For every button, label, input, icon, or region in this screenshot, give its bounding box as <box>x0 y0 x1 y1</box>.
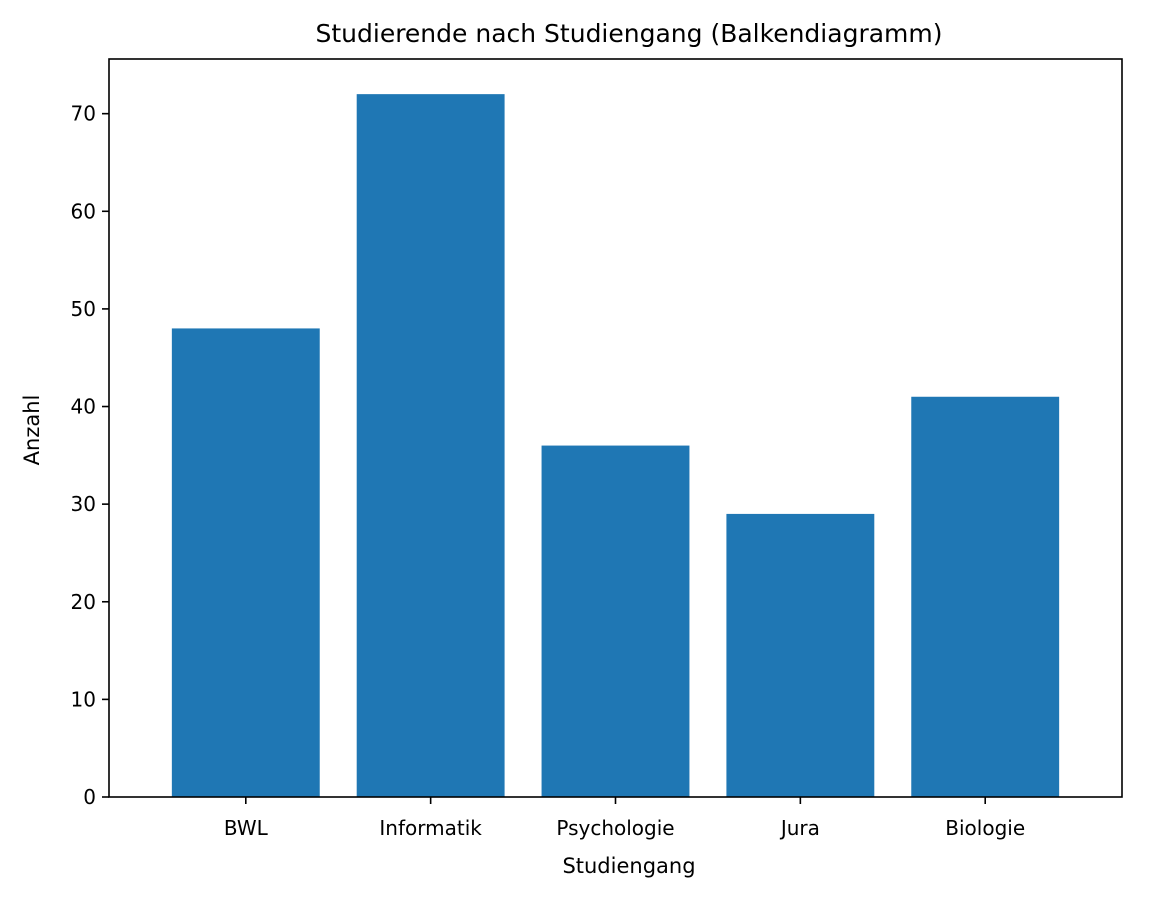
y-tick-label: 20 <box>71 590 96 614</box>
y-tick-label: 30 <box>71 492 96 516</box>
x-axis-ticks: BWL Informatik Psychologie Jura Biologie <box>224 797 1025 840</box>
x-tick-label-jura: Jura <box>779 816 820 840</box>
bar-informatik <box>356 94 505 797</box>
x-tick-label-biologie: Biologie <box>945 816 1025 840</box>
y-tick-label: 0 <box>83 785 96 809</box>
bar-jura <box>726 513 875 797</box>
y-tick-label: 40 <box>71 395 96 419</box>
bar-biologie <box>911 396 1060 797</box>
axes-frame <box>108 58 1123 798</box>
y-tick-label: 10 <box>71 687 96 711</box>
y-axis-label: Anzahl <box>20 395 44 466</box>
y-axis-ticks: 0 10 20 30 40 50 60 70 <box>71 102 109 809</box>
y-tick-label: 50 <box>71 297 96 321</box>
bar-psychologie <box>541 445 690 797</box>
chart-title: Studierende nach Studiengang (Balkendiag… <box>315 19 942 48</box>
x-tick-label-bwl: BWL <box>224 816 269 840</box>
x-tick-label-psychologie: Psychologie <box>556 816 674 840</box>
bar-bwl <box>171 328 320 797</box>
y-tick-label: 70 <box>71 102 96 126</box>
x-tick-label-informatik: Informatik <box>379 816 482 840</box>
y-tick-label: 60 <box>71 199 96 223</box>
bars-group <box>171 94 1060 797</box>
x-axis-label: Studiengang <box>562 854 695 878</box>
